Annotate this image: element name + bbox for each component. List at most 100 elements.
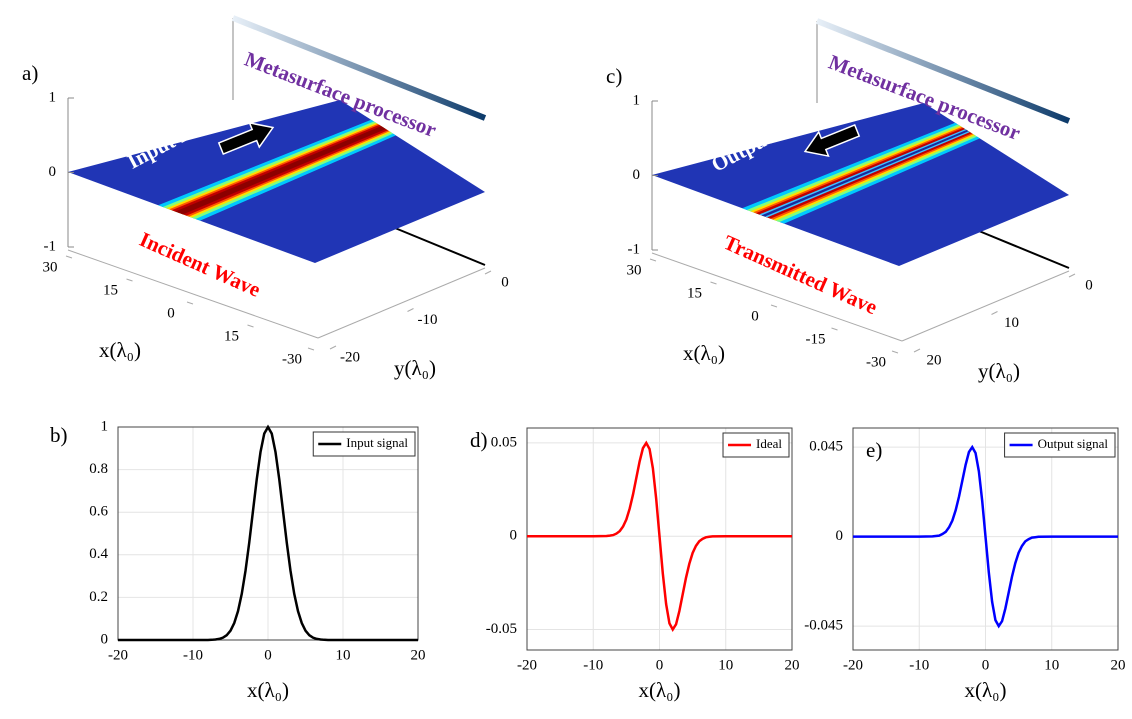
x-tick-label: -15 bbox=[806, 331, 826, 347]
axis-edge bbox=[651, 252, 903, 342]
legend: Input signal bbox=[312, 431, 416, 457]
y-tick-label: 0.045 bbox=[809, 439, 843, 455]
x-tick-label: 30 bbox=[627, 262, 642, 278]
x-tick-label: -10 bbox=[183, 647, 203, 663]
y-tick-label: 0 bbox=[510, 528, 518, 544]
axis-edge bbox=[67, 249, 319, 339]
y-tick-label: -0.05 bbox=[486, 621, 517, 637]
z-tick-label: 1 bbox=[633, 92, 641, 108]
x-tick-label: -10 bbox=[583, 657, 603, 673]
x-tick bbox=[186, 301, 194, 305]
y-tick-label: 0.2 bbox=[89, 589, 108, 605]
x-tick bbox=[65, 255, 73, 259]
surface-panel: c)Output field Metasurface processorTrans… bbox=[606, 18, 1093, 383]
y-tick bbox=[329, 345, 337, 350]
y-tick-label: 0.8 bbox=[89, 461, 108, 477]
x-tick-label: 15 bbox=[687, 285, 702, 301]
signal-line bbox=[118, 424, 418, 642]
arrow-shape bbox=[217, 121, 275, 156]
x-tick-label: 10 bbox=[718, 657, 733, 673]
x-tick-label: -10 bbox=[909, 657, 929, 673]
y-tick-label: 1 bbox=[101, 418, 109, 434]
z-tick-label: 1 bbox=[49, 89, 57, 105]
x-tick-label: 0 bbox=[982, 657, 990, 673]
x-tick-label: -20 bbox=[843, 657, 863, 673]
x-tick bbox=[307, 347, 315, 351]
x-tick-label: 0 bbox=[656, 657, 664, 673]
x-tick-label: 15 bbox=[224, 328, 239, 344]
x-tick-label: 20 bbox=[1111, 657, 1126, 673]
x-tick bbox=[891, 350, 899, 354]
wave-annotation: Incident Wave bbox=[136, 227, 264, 302]
legend: Ideal bbox=[722, 432, 790, 458]
panel-label: c) bbox=[606, 64, 622, 88]
x-tick-label: 15 bbox=[103, 282, 118, 298]
y-tick-label: 0 bbox=[836, 528, 844, 544]
x-tick bbox=[770, 304, 778, 308]
panel-label: a) bbox=[22, 61, 38, 85]
y-tick bbox=[1068, 273, 1076, 278]
field-stripe bbox=[175, 126, 386, 215]
y-tick-label: 0 bbox=[501, 274, 509, 290]
legend-label: Ideal bbox=[756, 436, 782, 451]
x-tick-label: -20 bbox=[517, 657, 537, 673]
wall-edge bbox=[231, 15, 487, 121]
x-tick bbox=[649, 258, 657, 262]
z-tick-label: 0 bbox=[633, 167, 641, 183]
panel-label: d) bbox=[470, 428, 488, 452]
z-tick-label: 0 bbox=[49, 164, 57, 180]
x-axis-label: x(λ₀) bbox=[683, 341, 725, 365]
wall-base bbox=[978, 230, 1070, 269]
plot-frame bbox=[852, 427, 1119, 651]
x-tick-label: -20 bbox=[108, 647, 128, 663]
y-tick-label: 0.05 bbox=[491, 434, 517, 450]
plot-frame bbox=[526, 427, 793, 651]
y-tick-label: -0.045 bbox=[804, 618, 843, 634]
x-tick-label: 30 bbox=[43, 259, 58, 275]
y-axis-label: y(λ₀) bbox=[394, 356, 436, 380]
x-axis-label: x(λ₀) bbox=[247, 678, 289, 702]
x-tick-label: 20 bbox=[411, 647, 426, 663]
y-tick bbox=[484, 270, 492, 275]
axis-edge bbox=[317, 267, 486, 339]
wall-edge bbox=[815, 18, 1071, 124]
panel-label: b) bbox=[50, 423, 68, 447]
x-tick bbox=[710, 281, 717, 285]
y-tick-label: 20 bbox=[927, 352, 942, 368]
legend-label: Input signal bbox=[346, 435, 408, 450]
y-tick-label: 10 bbox=[1004, 315, 1019, 331]
x-axis-label: x(λ₀) bbox=[639, 678, 681, 702]
y-axis-label: y(λ₀) bbox=[978, 359, 1020, 383]
direction-arrow bbox=[803, 123, 861, 158]
wall-base bbox=[394, 227, 486, 266]
panel-label: e) bbox=[866, 438, 882, 462]
y-tick bbox=[913, 348, 921, 353]
y-tick bbox=[991, 311, 998, 315]
surface-panel: a)Input field Metasurface processorIncide… bbox=[22, 15, 509, 380]
x-tick-label: 20 bbox=[785, 657, 800, 673]
x-axis-label: x(λ₀) bbox=[99, 338, 141, 362]
signal-line bbox=[527, 440, 792, 632]
axis-edge bbox=[901, 270, 1070, 342]
x-tick-label: 0 bbox=[167, 305, 175, 321]
x-tick-label: 0 bbox=[751, 308, 759, 324]
x-tick bbox=[831, 327, 838, 331]
z-tick-label: -1 bbox=[44, 238, 57, 254]
x-tick bbox=[247, 324, 254, 328]
y-tick bbox=[407, 308, 414, 312]
legend-label: Output signal bbox=[1038, 436, 1109, 451]
x-tick-label: 10 bbox=[1044, 657, 1059, 673]
x-tick-label: 10 bbox=[336, 647, 351, 663]
z-tick-label: -1 bbox=[628, 241, 641, 257]
y-tick-label: 0 bbox=[1085, 277, 1093, 293]
x-tick-label: -30 bbox=[282, 351, 302, 367]
direction-arrow bbox=[217, 121, 275, 156]
x-tick bbox=[126, 278, 133, 282]
x-axis-label: x(λ₀) bbox=[965, 678, 1007, 702]
signal-line bbox=[853, 444, 1118, 629]
y-tick-label: 0.4 bbox=[89, 546, 108, 562]
y-tick-label: -10 bbox=[418, 312, 438, 328]
y-tick-label: 0 bbox=[101, 631, 109, 647]
x-tick-label: 0 bbox=[264, 647, 272, 663]
